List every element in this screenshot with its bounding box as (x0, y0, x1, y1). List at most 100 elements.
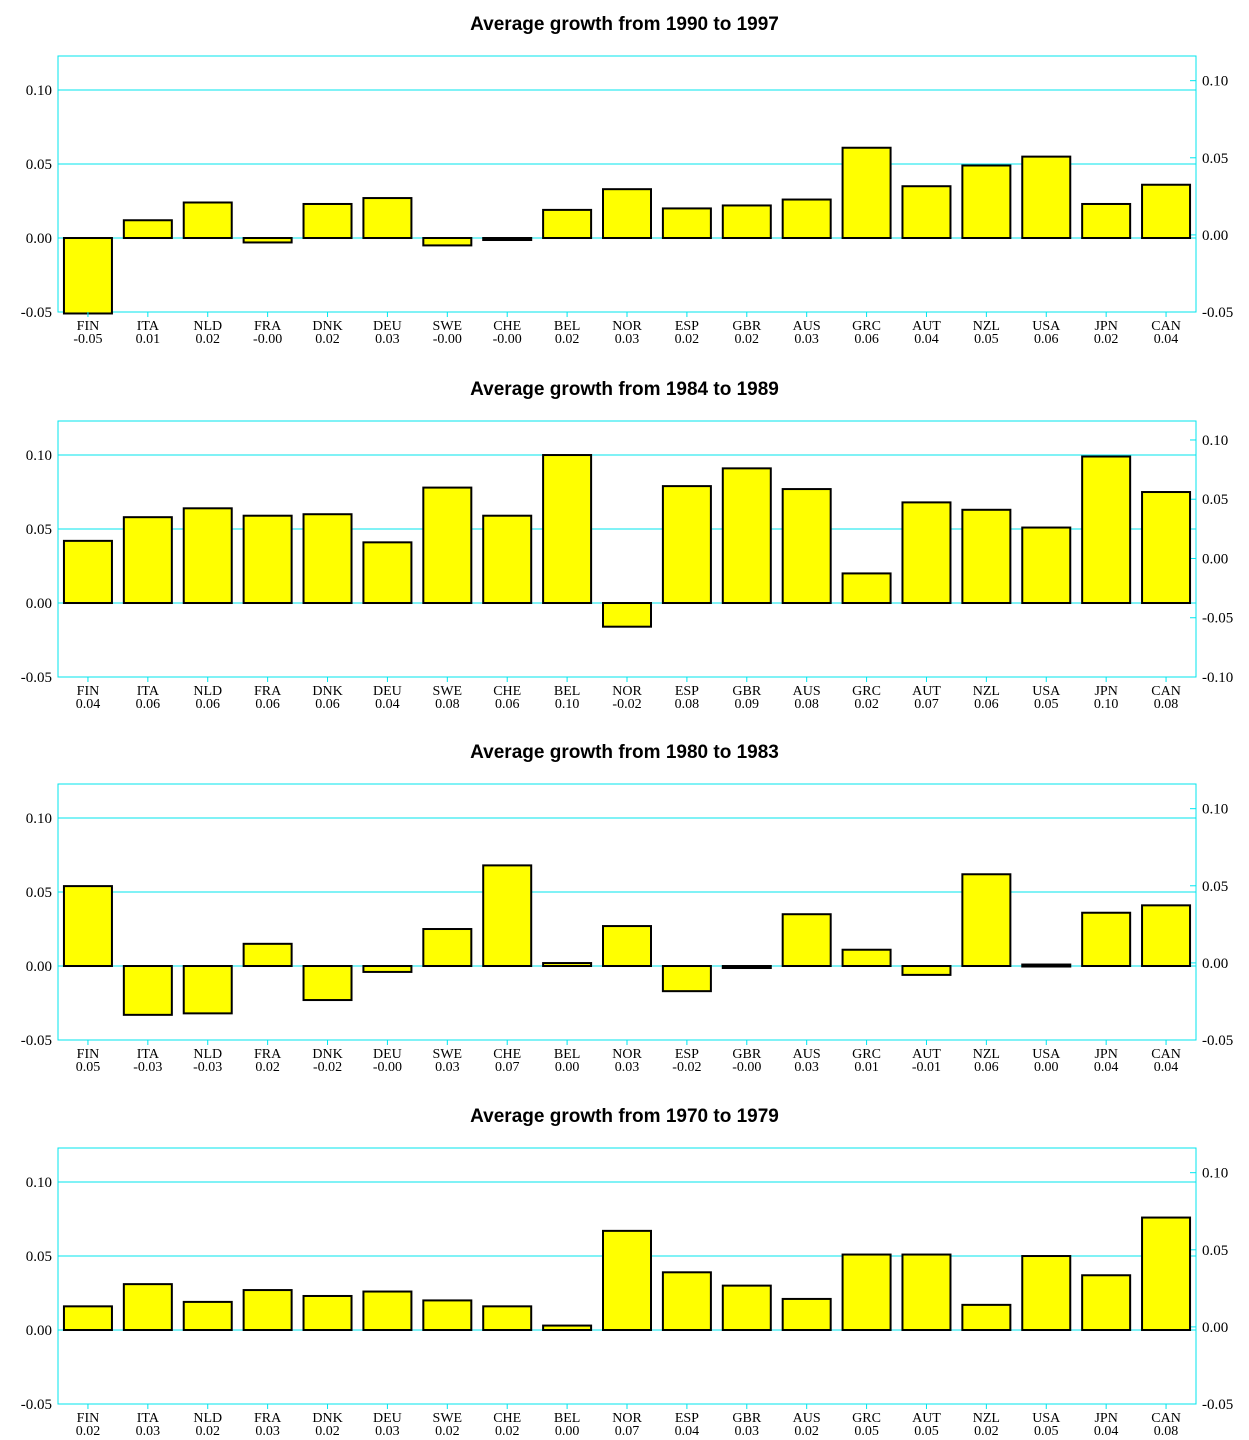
value-label: -0.03 (133, 1060, 162, 1075)
category-label: NLD (193, 1411, 222, 1426)
value-label: 0.06 (136, 697, 161, 712)
bar-grc (841, 1253, 892, 1332)
bar-usa (1021, 526, 1072, 605)
y-tick-label: 0.05 (26, 1249, 52, 1265)
y2-tick-label: -0.05 (1202, 1397, 1233, 1413)
value-label: 0.03 (375, 1424, 400, 1439)
value-label: 0.04 (914, 332, 939, 347)
value-label: 0.06 (854, 332, 879, 347)
value-label: 0.06 (315, 697, 340, 712)
bar-nor (602, 925, 652, 968)
bar-aut (901, 185, 952, 240)
value-label: 0.04 (1154, 1060, 1179, 1075)
category-label: CAN (1151, 684, 1181, 699)
category-label: JPN (1094, 684, 1117, 699)
bar-aus (781, 488, 832, 605)
y2-tick-label: 0.10 (1202, 433, 1228, 449)
category-label: NZL (973, 684, 1000, 699)
bar-fra (242, 942, 293, 968)
category-label: DEU (373, 684, 402, 699)
bar-can (1141, 1216, 1192, 1332)
value-label: 0.02 (854, 697, 879, 712)
category-label: DNK (312, 684, 342, 699)
category-label: ITA (137, 684, 160, 699)
chart-panel-1980-1983: Average growth from 1980 to 1983 -0.05 0.… (0, 728, 1249, 1088)
value-label: -0.00 (373, 1060, 402, 1075)
y-tick-label: 0.00 (26, 959, 52, 975)
category-label: NOR (612, 684, 642, 699)
category-label: SWE (433, 684, 463, 699)
value-label: 0.02 (435, 1424, 460, 1439)
value-label: 0.04 (375, 697, 400, 712)
y2-tick-label: -0.05 (1202, 611, 1233, 627)
category-label: ITA (137, 319, 160, 334)
value-label: 0.06 (495, 697, 520, 712)
value-label: 0.00 (1034, 1060, 1059, 1075)
bar-gbr (721, 1284, 772, 1332)
bar-esp (661, 965, 712, 993)
bar-nor (602, 1229, 652, 1332)
bar-swe (422, 1299, 473, 1332)
bar-fra (242, 237, 293, 244)
y-tick-label: 0.05 (26, 522, 52, 538)
value-label: -0.00 (493, 332, 522, 347)
category-label: FIN (77, 684, 100, 699)
y-tick-label: 0.00 (26, 231, 52, 247)
bar-swe (422, 486, 473, 605)
bar-chart: -0.05 0.00 0.05 0.10 -0.10 -0.05 0.00 0.05 0.10 F… (21, 420, 1233, 712)
category-label: NOR (612, 1047, 642, 1062)
chart-title: Average growth from 1984 to 1989 (470, 379, 779, 400)
value-label: 0.08 (794, 697, 819, 712)
category-label: NZL (973, 1411, 1000, 1426)
y2-tick-label: 0.10 (1202, 1166, 1228, 1182)
category-label: NLD (193, 319, 222, 334)
value-label: 0.04 (675, 1424, 700, 1439)
value-label: 0.02 (495, 1424, 520, 1439)
bar-aus (781, 198, 832, 240)
y-tick-label: 0.10 (26, 83, 52, 99)
bar-fra (242, 514, 293, 605)
bar-grc (841, 948, 892, 968)
bar-grc (841, 146, 892, 240)
category-label: NLD (193, 684, 222, 699)
bar-gbr (721, 204, 772, 240)
category-label: GRC (852, 684, 881, 699)
value-label: 0.07 (495, 1060, 520, 1075)
value-label: -0.01 (912, 1060, 941, 1075)
bar-chart: -0.050.000.050.10-0.050.000.050.10FIN0.0… (21, 783, 1233, 1075)
category-label: DEU (373, 319, 402, 334)
value-label: 0.03 (735, 1424, 760, 1439)
category-label: DNK (312, 1411, 342, 1426)
bar-ita (122, 219, 173, 240)
value-label: 0.00 (555, 1060, 580, 1075)
bar-grc (841, 572, 892, 605)
y2-tick-label: 0.00 (1202, 1320, 1228, 1336)
value-label: 0.02 (315, 332, 340, 347)
value-label: 0.03 (375, 332, 400, 347)
bar-fin (62, 539, 113, 605)
bar-usa (1021, 155, 1072, 240)
category-label: CAN (1151, 1047, 1181, 1062)
category-label: NOR (612, 319, 642, 334)
category-label: ITA (137, 1047, 160, 1062)
value-label: -0.02 (313, 1060, 342, 1075)
y-tick-label: 0.00 (26, 1323, 52, 1339)
category-label: ESP (675, 319, 699, 334)
y-tick-label: 0.05 (26, 157, 52, 173)
category-label: NOR (612, 1411, 642, 1426)
bar-dnk (302, 1294, 353, 1332)
bar-swe (422, 237, 473, 247)
y2-tick-label: -0.05 (1202, 305, 1233, 321)
category-label: NZL (973, 1047, 1000, 1062)
category-label: NZL (973, 319, 1000, 334)
bar-deu (362, 541, 413, 605)
bar-dnk (302, 202, 353, 240)
value-label: 0.04 (1154, 332, 1179, 347)
bar-deu (362, 965, 413, 973)
category-label: NLD (193, 1047, 222, 1062)
value-label: -0.02 (612, 697, 641, 712)
value-label: 0.09 (735, 697, 760, 712)
value-label: 0.08 (1154, 1424, 1179, 1439)
value-label: 0.02 (1094, 332, 1119, 347)
value-label: 0.03 (615, 1060, 640, 1075)
